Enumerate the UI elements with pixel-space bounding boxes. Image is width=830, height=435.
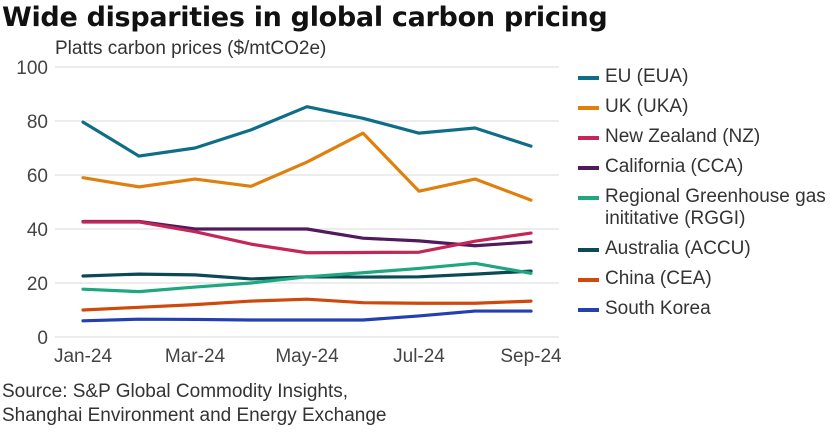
chart-title: Wide disparities in global carbon pricin…: [2, 2, 608, 33]
legend-swatch: [578, 136, 599, 140]
series-line-south-korea: [81, 309, 533, 323]
series-lines: [81, 105, 533, 323]
series-line-new-zealand-nz: [81, 220, 533, 255]
y-tick-label: 60: [27, 166, 48, 187]
y-tick-label: 80: [27, 112, 48, 133]
chart-subtitle: Platts carbon prices ($/mtCO2e): [55, 38, 327, 59]
legend-item-eu: EU (EUA): [578, 66, 830, 88]
legend-label: Regional Greenhouse gas inititative (RGG…: [605, 186, 826, 229]
legend-item-australia: Australia (ACCU): [578, 238, 830, 260]
x-axis-ticks: Jan-24 Mar-24 May-24 Jul-24 Sep-24: [54, 346, 562, 367]
legend-swatch: [578, 166, 599, 170]
legend-swatch: [578, 278, 599, 282]
y-tick-label: 100: [16, 58, 48, 79]
legend-item-south-korea: South Korea: [578, 298, 830, 320]
legend-label: New Zealand (NZ): [605, 126, 761, 147]
legend-item-china: China (CEA): [578, 268, 830, 290]
legend-item-nz: New Zealand (NZ): [578, 126, 830, 148]
x-tick-label: Mar-24: [165, 346, 226, 367]
y-tick-label: 40: [27, 220, 48, 241]
gridlines: [55, 66, 559, 338]
x-tick-label: Jan-24: [54, 346, 113, 367]
legend-swatch: [578, 76, 599, 80]
legend-label: EU (EUA): [605, 66, 689, 87]
y-tick-label: 0: [37, 328, 48, 349]
series-line-regional-greenhouse-gas-inititative-rggi: [81, 261, 533, 294]
y-axis-ticks: 0 20 40 60 80 100: [16, 58, 48, 349]
legend-label: China (CEA): [605, 268, 712, 289]
legend-swatch: [578, 248, 599, 252]
x-tick-label: May-24: [275, 346, 339, 367]
legend-label: UK (UKA): [605, 96, 689, 117]
legend-label: California (CCA): [605, 156, 744, 177]
legend-label: Australia (ACCU): [605, 238, 751, 259]
source-line-2: Shanghai Environment and Energy Exchange: [2, 405, 387, 426]
source-note: Source: S&P Global Commodity Insights, S…: [2, 380, 386, 428]
y-tick-label: 20: [27, 274, 48, 295]
x-tick-label: Jul-24: [393, 346, 445, 367]
legend-item-california: California (CCA): [578, 156, 830, 178]
legend: EU (EUA) UK (UKA) New Zealand (NZ) Calif…: [578, 66, 830, 328]
legend-swatch: [578, 196, 599, 200]
series-line-china-cea: [81, 297, 533, 312]
source-line-1: Source: S&P Global Commodity Insights,: [2, 381, 349, 402]
series-line-uk-uka: [81, 131, 533, 202]
x-tick-label: Sep-24: [500, 346, 562, 367]
series-line-eu-eua: [81, 105, 533, 158]
legend-swatch: [578, 106, 599, 110]
legend-label: South Korea: [605, 298, 711, 319]
legend-swatch: [578, 308, 599, 312]
legend-item-rggi: Regional Greenhouse gas inititative (RGG…: [578, 186, 830, 230]
legend-item-uk: UK (UKA): [578, 96, 830, 118]
